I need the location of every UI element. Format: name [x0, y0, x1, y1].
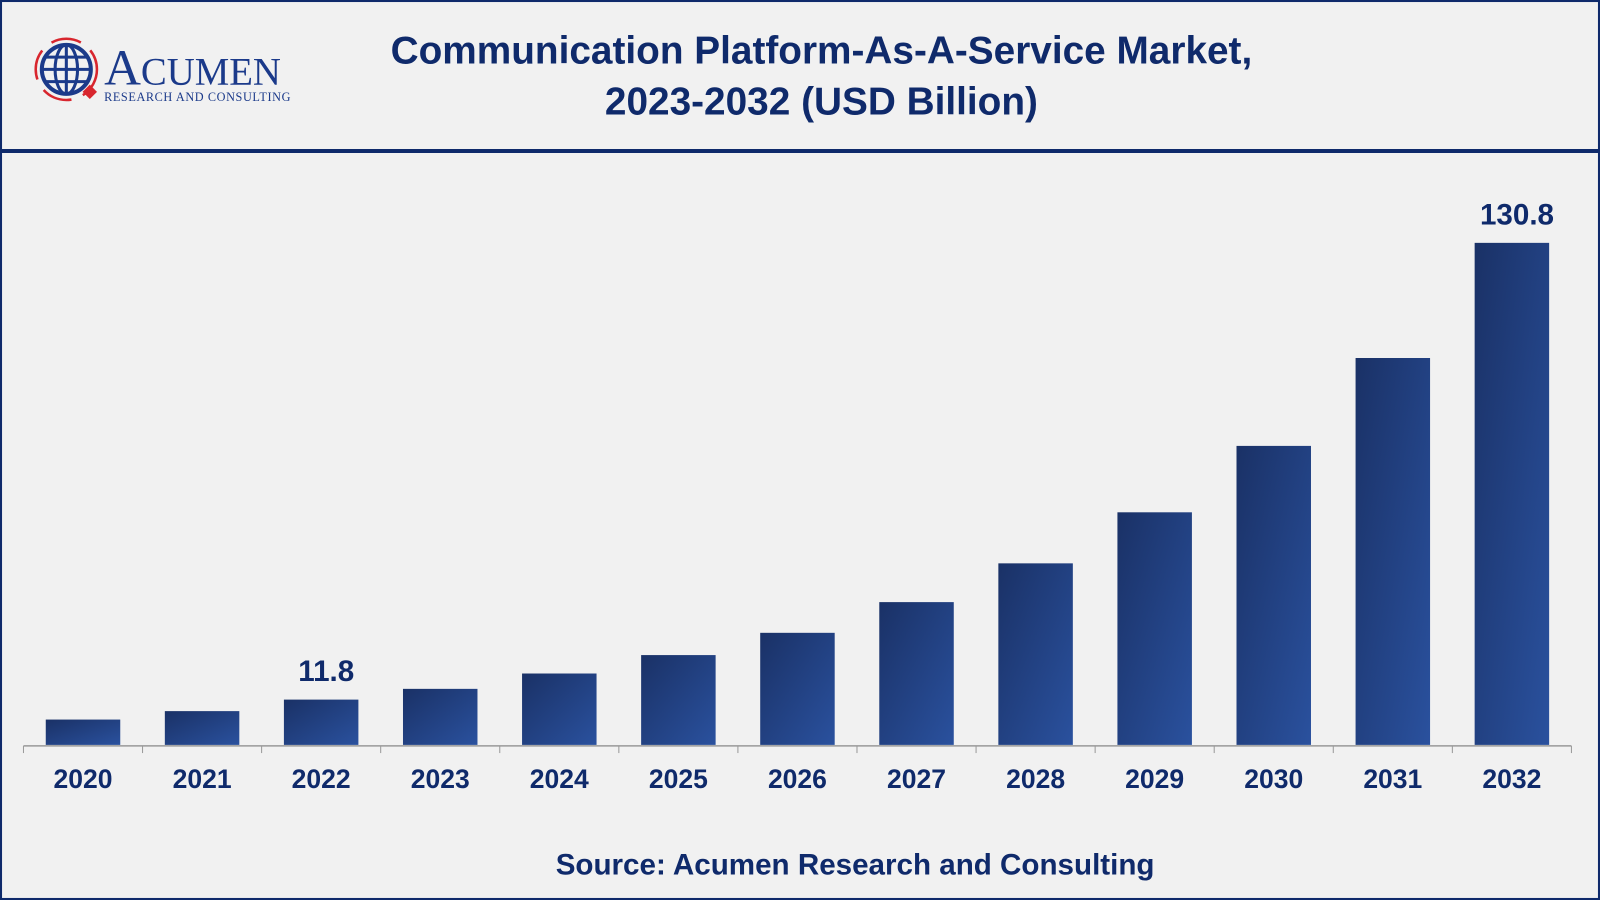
bar-2028 — [998, 563, 1073, 745]
bar-2030 — [1236, 445, 1311, 745]
x-tick-label: 2023 — [411, 764, 470, 794]
x-tick-label: 2020 — [54, 764, 113, 794]
x-tick-label: 2029 — [1125, 764, 1184, 794]
x-tick-label: 2026 — [768, 764, 827, 794]
bar-2032 — [1474, 242, 1550, 745]
bar-2023 — [402, 688, 478, 745]
x-ticks: 2020 2021 2022 2023 2024 2025 2026 2027 2028 2029… — [22, 745, 1572, 794]
logo: ACUMEN RESEARCH AND CONSULTING — [34, 37, 291, 104]
x-tick-label: 2028 — [1006, 764, 1065, 794]
bars-group: 11.8 130.8 — [45, 198, 1554, 745]
globe-icon — [34, 37, 99, 102]
logo-tagline: RESEARCH AND CONSULTING — [104, 90, 291, 104]
bar-2021 — [164, 711, 240, 745]
logo-wordmark: ACUMEN — [104, 41, 281, 97]
chart-title-line2: 2023-2032 (USD Billion) — [605, 80, 1038, 123]
bar-2024 — [522, 673, 597, 745]
chart-title-line1: Communication Platform-As-A-Service Mark… — [391, 29, 1253, 72]
data-label-2032: 130.8 — [1480, 198, 1554, 231]
x-tick-label: 2024 — [530, 764, 589, 794]
x-tick-label: 2031 — [1363, 764, 1422, 794]
x-tick-label: 2025 — [649, 764, 708, 794]
data-label-2022: 11.8 — [298, 655, 354, 688]
x-tick-label: 2022 — [292, 764, 351, 794]
bar-2029 — [1117, 512, 1192, 745]
bar-2022 — [283, 699, 359, 745]
bar-2027 — [879, 602, 954, 745]
x-tick-label: 2030 — [1244, 764, 1303, 794]
bar-2020 — [45, 719, 121, 745]
x-tick-label: 2021 — [173, 764, 232, 794]
bar-2031 — [1355, 358, 1431, 745]
source-note: Source: Acumen Research and Consulting — [556, 848, 1155, 881]
x-tick-label: 2032 — [1482, 764, 1541, 794]
bar-2026 — [760, 632, 835, 745]
bar-2025 — [641, 655, 716, 745]
x-tick-label: 2027 — [887, 764, 946, 794]
